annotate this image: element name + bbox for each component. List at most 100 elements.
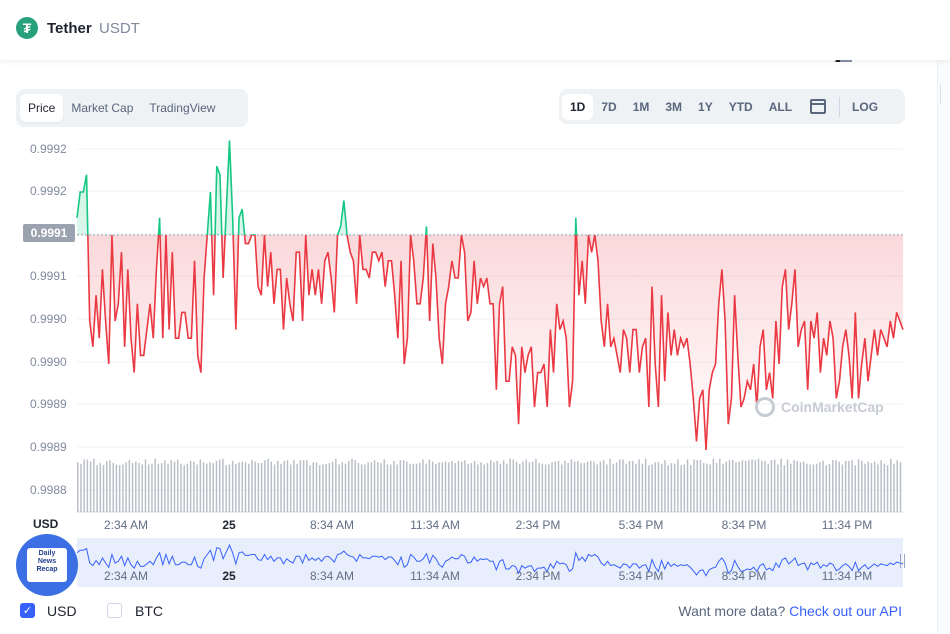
volume-bar [554,461,556,512]
range-ytd[interactable]: YTD [728,99,753,114]
volume-bar [551,462,553,512]
volume-bar [667,465,669,512]
volume-bar [344,463,347,512]
badge-line: Daily [38,550,56,557]
volume-bar [128,460,131,512]
volume-bar [402,460,405,512]
volume-bar [118,465,121,512]
navigator-tick: 25 [222,569,236,583]
navigator-handle[interactable] [900,554,905,568]
volume-bar [777,464,779,512]
volume-bar [596,464,598,512]
volume-bar [880,460,882,512]
range-1y[interactable]: 1Y [698,99,713,114]
volume-bar [444,461,447,512]
volume-bar [431,461,434,512]
x-tick: 11:34 AM [410,518,460,532]
range-1d[interactable]: 1D [562,93,594,120]
volume-bar [580,463,582,512]
daily-news-recap-badge[interactable]: Daily News Recap [16,534,78,596]
volume-bar [702,463,705,512]
volume-bar [699,460,702,512]
volume-bar [641,463,644,512]
usd-label: USD [47,603,77,619]
volume-bar [570,459,573,512]
volume-bar [238,462,240,512]
volume-bar [173,461,176,512]
volume-bar [457,460,460,512]
y-tick: 0.9990 [30,355,67,369]
volume-bar [751,459,753,512]
volume-bar [322,464,324,512]
tab-price[interactable]: Price [20,94,64,122]
volume-bar [812,464,815,512]
usd-checkbox[interactable]: ✓ [20,603,35,618]
fullscreen-icon[interactable] [834,52,852,62]
volume-bar [848,460,850,512]
api-link[interactable]: Check out our API [789,603,902,619]
volume-bar [896,460,898,512]
range-7d[interactable]: 7D [601,99,617,114]
api-promo: Want more data? Check out our API [678,603,902,619]
volume-bar [470,463,473,512]
range-3m[interactable]: 3M [665,99,683,114]
volume-bar [157,463,160,512]
volume-bar [380,463,382,512]
volume-bar [241,461,243,512]
volume-bar [535,458,537,512]
volume-bar [109,460,111,512]
volume-bar [835,460,837,512]
navigator-tick: 8:34 AM [309,569,355,583]
volume-bar [796,460,798,512]
volume-bar [283,460,285,512]
range-navigator[interactable] [77,538,903,587]
volume-bar [473,460,476,512]
volume-bar [602,460,605,512]
volume-bar [838,461,840,512]
volume-bar [419,463,421,512]
volume-bar [661,463,663,512]
volume-bar [873,461,876,512]
y-tick: 0.9989 [30,397,67,411]
log-scale-button[interactable]: LOG [852,99,879,114]
btc-checkbox[interactable] [107,603,122,618]
volume-bar [231,460,234,512]
chart-type-toggle: Price Market Cap TradingView [16,89,248,127]
volume-bar [218,459,221,512]
badge-line: News [37,558,57,565]
volume-bar [280,463,282,512]
volume-bar [460,461,463,512]
volume-bar [147,464,150,512]
y-tick: 0.9992 [30,184,67,198]
watermark-text: CoinMarketCap [781,399,884,415]
volume-bar [502,460,505,512]
volume-bar [793,460,795,512]
x-tick: 5:34 PM [618,518,664,532]
volume-bar [393,460,395,512]
coin-name: Tether [47,20,92,37]
price-chart[interactable] [0,130,910,515]
volume-bar [493,462,495,512]
time-range-toggle: 1D 7D 1M 3M 1Y YTD ALL LOG [559,89,905,124]
volume-bar [851,460,853,512]
volume-bar [522,461,524,512]
volume-bar [899,462,902,512]
y-tick: 0.9992 [30,142,67,156]
volume-bar [451,460,453,512]
volume-bar [593,461,595,512]
range-all[interactable]: ALL [768,99,793,114]
tab-tradingview[interactable]: TradingView [149,101,216,115]
volume-bar [267,458,269,512]
y-tick: 0.9988 [30,483,67,497]
volume-bar [706,463,708,512]
volume-bar [728,460,731,512]
range-1m[interactable]: 1M [632,99,650,114]
tab-market-cap[interactable]: Market Cap [71,101,134,115]
volume-bar [631,460,634,512]
volume-bar [438,462,440,512]
volume-bar [348,460,350,512]
calendar-icon[interactable] [810,99,827,114]
volume-bar [228,464,231,512]
volume-bar [548,464,550,512]
price-area-below [77,235,903,450]
